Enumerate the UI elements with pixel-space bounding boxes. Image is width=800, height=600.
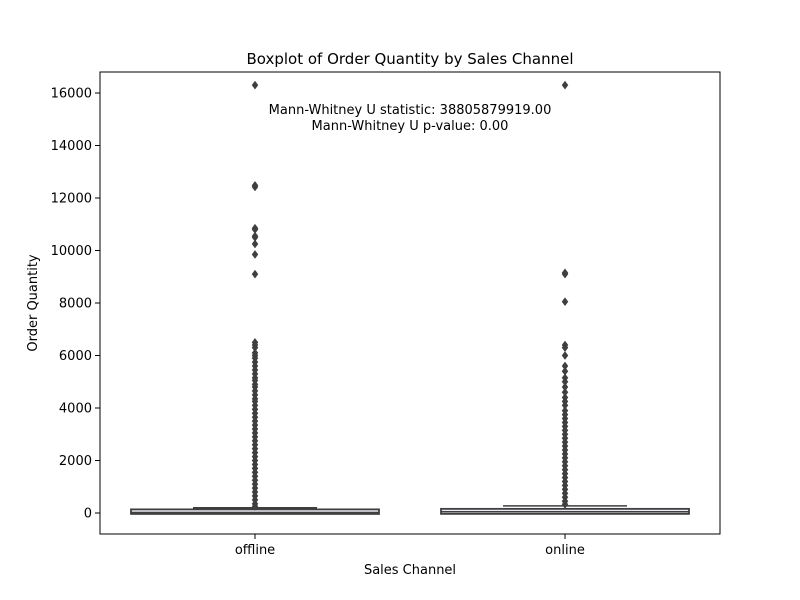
plot-frame	[99, 71, 721, 535]
outlier-point	[561, 499, 569, 509]
y-tick-label: 0	[84, 507, 92, 522]
outlier-point	[251, 269, 259, 279]
outlier-point	[561, 80, 569, 90]
outlier-point	[251, 239, 259, 249]
x-tick-label: offline	[235, 543, 275, 558]
outlier-point	[561, 269, 569, 279]
y-tick-label: 6000	[59, 349, 92, 364]
x-tick-label: online	[545, 543, 585, 558]
outlier-point	[251, 502, 259, 511]
plot-area	[130, 80, 690, 515]
box-group-offline	[130, 80, 380, 515]
y-tick-label: 10000	[51, 244, 92, 259]
annotation-u-statistic: Mann-Whitney U statistic: 38805879919.00	[269, 103, 552, 118]
outlier-point	[561, 351, 569, 360]
y-axis: 0 2000 4000 6000 8000 10000 12000 14000 16000	[51, 87, 100, 522]
chart-title: Boxplot of Order Quantity by Sales Chann…	[246, 50, 573, 68]
outlier-point	[251, 250, 259, 259]
y-tick-label: 8000	[59, 297, 92, 312]
outlier-point	[561, 297, 569, 307]
y-tick-label: 14000	[51, 139, 92, 154]
outlier-point	[251, 80, 259, 90]
y-tick-label: 16000	[51, 87, 92, 102]
y-axis-label: Order Quantity	[26, 254, 41, 352]
outlier-point	[251, 182, 259, 192]
y-tick-label: 2000	[59, 454, 92, 469]
annotation-p-value: Mann-Whitney U p-value: 0.00	[312, 119, 509, 134]
y-tick-label: 4000	[59, 402, 92, 417]
x-axis-label: Sales Channel	[364, 563, 456, 578]
box-group-online	[440, 80, 690, 515]
x-axis: offline online	[235, 534, 585, 558]
y-tick-label: 12000	[51, 192, 92, 207]
